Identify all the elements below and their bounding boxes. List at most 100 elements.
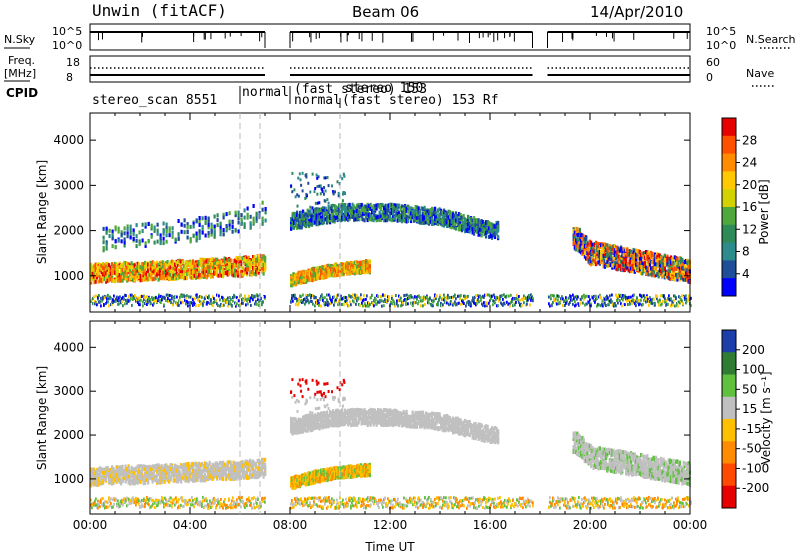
power-cell: [168, 293, 170, 297]
power-cell: [617, 266, 620, 271]
power-cell: [369, 204, 372, 209]
power-cell: [441, 218, 444, 222]
power-cell: [369, 206, 372, 211]
power-cell: [656, 262, 659, 267]
power-cell: [180, 259, 183, 264]
power-cell: [607, 263, 610, 268]
power-cell: [126, 234, 129, 239]
power-cell: [123, 267, 126, 272]
power-cell: [192, 221, 195, 226]
power-cell: [682, 273, 685, 278]
power-cell: [232, 267, 235, 272]
power-cell: [444, 212, 447, 217]
power-cell: [161, 298, 163, 302]
power-cell: [351, 214, 354, 219]
power-cell: [243, 225, 246, 229]
power-cell: [407, 204, 410, 209]
power-cell: [586, 251, 589, 256]
power-cell: [169, 298, 171, 302]
power-cell: [587, 250, 590, 255]
power-cell: [246, 265, 249, 270]
power-cell: [677, 274, 680, 279]
power-cell: [437, 219, 440, 224]
power-cell: [132, 237, 135, 241]
power-cell: [360, 216, 363, 221]
power-cell: [435, 211, 438, 216]
power-cell: [300, 279, 303, 284]
power-cell: [356, 264, 359, 269]
power-cell: [182, 300, 184, 304]
power-cell: [303, 278, 306, 283]
power-cell: [612, 250, 615, 255]
power-cell: [178, 303, 180, 307]
power-cell: [249, 265, 252, 270]
power-cell: [169, 272, 172, 277]
power-cell: [647, 263, 650, 268]
power-cell: [244, 269, 247, 274]
power-cell: [311, 222, 314, 227]
power-cell: [315, 209, 318, 214]
power-cell: [160, 266, 163, 271]
power-cell: [650, 266, 653, 271]
power-cell: [141, 271, 144, 276]
power-cell: [428, 209, 431, 214]
power-cell: [240, 262, 243, 267]
power-cell: [231, 304, 233, 308]
power-cell: [611, 263, 614, 268]
power-cell: [667, 268, 670, 273]
power-cell: [310, 277, 313, 282]
power-cell: [416, 218, 419, 223]
power-cell: [491, 229, 494, 234]
power-cell: [297, 280, 300, 285]
power-cell: [673, 266, 676, 271]
power-cell: [249, 259, 252, 264]
power-cell: [620, 257, 623, 262]
power-cell: [189, 224, 192, 229]
power-cell: [675, 267, 678, 271]
power-cell: [306, 222, 309, 227]
power-cell: [686, 278, 689, 283]
power-cell: [111, 236, 114, 241]
power-cell: [123, 226, 126, 231]
cpid-label: CPID: [6, 86, 38, 100]
power-cell: [223, 259, 226, 264]
power-cell: [216, 257, 219, 262]
power-cell: [174, 262, 177, 267]
power-cell: [332, 212, 335, 217]
power-cell: [130, 261, 133, 266]
power-cell: [222, 272, 225, 277]
power-cell: [660, 256, 663, 261]
power-cell: [262, 271, 265, 276]
power-cell: [186, 294, 188, 298]
power-cell: [260, 297, 262, 301]
power-cell: [216, 223, 219, 228]
power-cell: [306, 213, 309, 218]
power-cell: [156, 299, 158, 303]
power-cell: [196, 263, 199, 268]
power-cell: [618, 248, 621, 253]
power-cell: [315, 274, 318, 279]
power-cell: [198, 267, 201, 272]
power-cell: [228, 223, 231, 228]
power-cell: [311, 300, 313, 304]
power-cell: [608, 243, 611, 248]
power-cell: [198, 219, 201, 224]
power-cell: [179, 299, 181, 303]
power-cell: [341, 297, 343, 301]
power-cell: [321, 273, 324, 278]
power-cell: [356, 203, 359, 208]
power-cell: [310, 271, 313, 276]
power-cell: [147, 273, 150, 277]
power-cell: [482, 224, 485, 229]
power-cell: [95, 300, 97, 304]
power-cell: [642, 261, 645, 266]
power-cell: [183, 293, 185, 297]
power-cell: [120, 264, 123, 268]
power-cell: [231, 229, 234, 234]
power-cell: [618, 257, 621, 262]
power-cell: [651, 260, 654, 265]
power-cell: [292, 279, 295, 284]
power-cell: [299, 210, 302, 215]
power-cell: [94, 275, 97, 280]
